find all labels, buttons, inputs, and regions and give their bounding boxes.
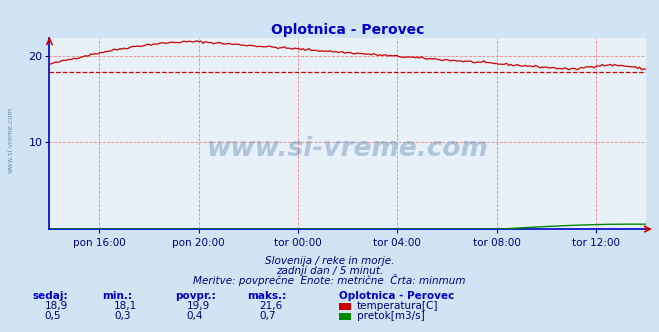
Text: Meritve: povprečne  Enote: metrične  Črta: minmum: Meritve: povprečne Enote: metrične Črta:… <box>193 274 466 286</box>
Text: 0,7: 0,7 <box>259 311 275 321</box>
Text: www.si-vreme.com: www.si-vreme.com <box>207 136 488 162</box>
Text: www.si-vreme.com: www.si-vreme.com <box>8 106 14 173</box>
Title: Oplotnica - Perovec: Oplotnica - Perovec <box>271 23 424 37</box>
Text: 19,9: 19,9 <box>186 301 210 311</box>
Text: 18,9: 18,9 <box>45 301 68 311</box>
Text: zadnji dan / 5 minut.: zadnji dan / 5 minut. <box>276 266 383 276</box>
Text: 21,6: 21,6 <box>259 301 282 311</box>
Text: povpr.:: povpr.: <box>175 291 215 301</box>
Text: 18,1: 18,1 <box>114 301 137 311</box>
Text: 0,3: 0,3 <box>114 311 130 321</box>
Text: Oplotnica - Perovec: Oplotnica - Perovec <box>339 291 455 301</box>
Text: pretok[m3/s]: pretok[m3/s] <box>357 311 424 321</box>
Text: 0,4: 0,4 <box>186 311 203 321</box>
Text: 0,5: 0,5 <box>45 311 61 321</box>
Text: maks.:: maks.: <box>247 291 287 301</box>
Text: min.:: min.: <box>102 291 132 301</box>
Text: Slovenija / reke in morje.: Slovenija / reke in morje. <box>265 256 394 266</box>
Text: sedaj:: sedaj: <box>33 291 69 301</box>
Text: temperatura[C]: temperatura[C] <box>357 301 438 311</box>
